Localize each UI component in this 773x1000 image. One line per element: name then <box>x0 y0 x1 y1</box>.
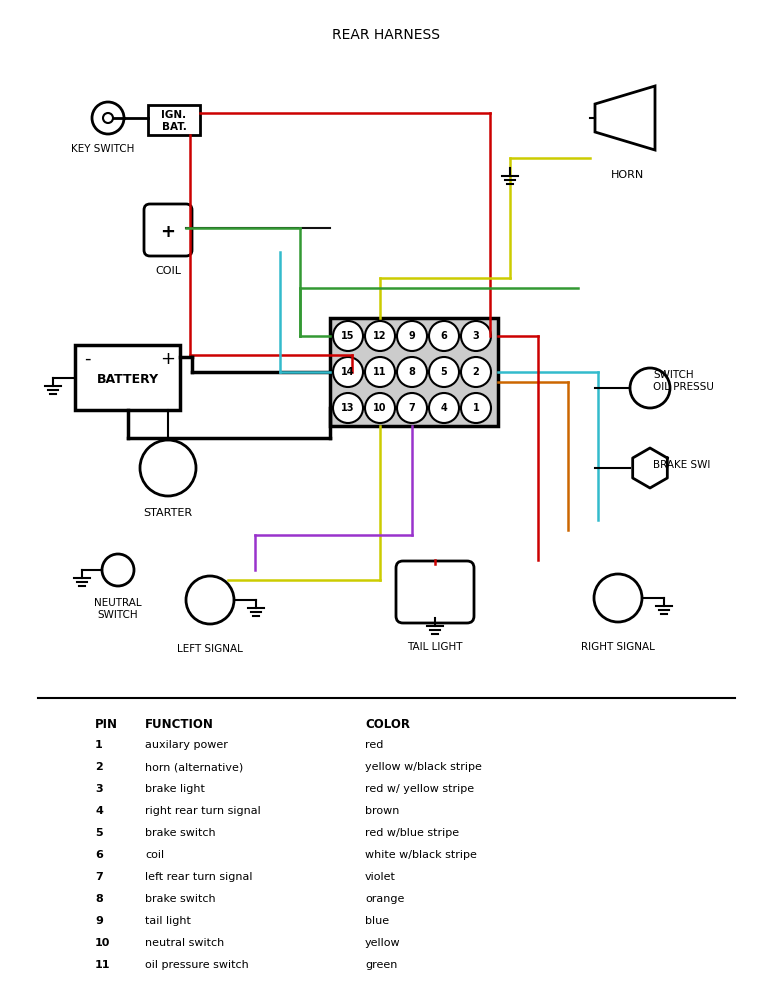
Text: 7: 7 <box>409 403 415 413</box>
Text: left rear turn signal: left rear turn signal <box>145 872 253 882</box>
Text: 3: 3 <box>95 784 103 794</box>
Text: 4: 4 <box>95 806 103 816</box>
Circle shape <box>397 357 427 387</box>
Text: horn (alternative): horn (alternative) <box>145 762 243 772</box>
Circle shape <box>429 357 459 387</box>
Text: coil: coil <box>145 850 164 860</box>
Text: 8: 8 <box>95 894 103 904</box>
Text: red: red <box>365 740 383 750</box>
Text: OIL PRESSU: OIL PRESSU <box>653 382 714 392</box>
Circle shape <box>333 357 363 387</box>
Text: PIN: PIN <box>95 718 118 731</box>
Circle shape <box>397 393 427 423</box>
Circle shape <box>333 321 363 351</box>
Text: brake switch: brake switch <box>145 828 216 838</box>
Text: red w/blue stripe: red w/blue stripe <box>365 828 459 838</box>
Text: STARTER: STARTER <box>144 508 192 518</box>
Text: yellow: yellow <box>365 938 400 948</box>
FancyBboxPatch shape <box>396 561 474 623</box>
Text: 1: 1 <box>472 403 479 413</box>
Text: BRAKE SWI: BRAKE SWI <box>653 460 710 470</box>
Text: green: green <box>365 960 397 970</box>
Text: +: + <box>161 350 175 368</box>
Text: LEFT SIGNAL: LEFT SIGNAL <box>177 644 243 654</box>
Text: 6: 6 <box>441 331 448 341</box>
Text: red w/ yellow stripe: red w/ yellow stripe <box>365 784 474 794</box>
Circle shape <box>365 321 395 351</box>
Text: 4: 4 <box>441 403 448 413</box>
Text: brake switch: brake switch <box>145 894 216 904</box>
Text: 14: 14 <box>341 367 355 377</box>
Text: RIGHT SIGNAL: RIGHT SIGNAL <box>581 642 655 652</box>
Circle shape <box>461 357 491 387</box>
Circle shape <box>397 321 427 351</box>
Text: tail light: tail light <box>145 916 191 926</box>
Text: BAT.: BAT. <box>162 122 186 132</box>
Text: orange: orange <box>365 894 404 904</box>
Text: IGN.: IGN. <box>162 110 186 120</box>
Circle shape <box>461 321 491 351</box>
FancyBboxPatch shape <box>330 318 498 426</box>
FancyBboxPatch shape <box>75 345 180 410</box>
Circle shape <box>365 393 395 423</box>
FancyBboxPatch shape <box>144 204 192 256</box>
Text: brake light: brake light <box>145 784 205 794</box>
Text: 6: 6 <box>95 850 103 860</box>
Text: 9: 9 <box>95 916 103 926</box>
Text: COIL: COIL <box>155 266 181 276</box>
Text: HORN: HORN <box>611 170 645 180</box>
Text: brown: brown <box>365 806 400 816</box>
Text: right rear turn signal: right rear turn signal <box>145 806 261 816</box>
Text: TAIL LIGHT: TAIL LIGHT <box>407 642 463 652</box>
Text: FUNCTION: FUNCTION <box>145 718 214 731</box>
Text: 15: 15 <box>341 331 355 341</box>
Text: 3: 3 <box>472 331 479 341</box>
FancyBboxPatch shape <box>148 105 200 135</box>
Text: COLOR: COLOR <box>365 718 410 731</box>
Text: auxilary power: auxilary power <box>145 740 228 750</box>
Text: 8: 8 <box>409 367 415 377</box>
Text: NEUTRAL: NEUTRAL <box>94 598 141 608</box>
Text: +: + <box>161 223 175 241</box>
Text: 1: 1 <box>95 740 103 750</box>
Circle shape <box>461 393 491 423</box>
Text: SWITCH: SWITCH <box>653 370 693 380</box>
Text: oil pressure switch: oil pressure switch <box>145 960 249 970</box>
Text: blue: blue <box>365 916 389 926</box>
Text: 2: 2 <box>95 762 103 772</box>
Text: 7: 7 <box>95 872 103 882</box>
Text: neutral switch: neutral switch <box>145 938 224 948</box>
Text: 11: 11 <box>95 960 111 970</box>
Text: -: - <box>83 350 90 368</box>
Text: 5: 5 <box>95 828 103 838</box>
Text: REAR HARNESS: REAR HARNESS <box>332 28 440 42</box>
Text: 12: 12 <box>373 331 386 341</box>
Text: BATTERY: BATTERY <box>97 373 158 386</box>
Circle shape <box>333 393 363 423</box>
Text: 11: 11 <box>373 367 386 377</box>
Text: 9: 9 <box>409 331 415 341</box>
Text: 10: 10 <box>373 403 386 413</box>
Text: 13: 13 <box>341 403 355 413</box>
Text: 2: 2 <box>472 367 479 377</box>
Text: yellow w/black stripe: yellow w/black stripe <box>365 762 482 772</box>
Text: 10: 10 <box>95 938 111 948</box>
Circle shape <box>429 393 459 423</box>
Circle shape <box>429 321 459 351</box>
Circle shape <box>365 357 395 387</box>
Text: SWITCH: SWITCH <box>97 610 138 620</box>
Text: violet: violet <box>365 872 396 882</box>
Text: 5: 5 <box>441 367 448 377</box>
Text: KEY SWITCH: KEY SWITCH <box>71 144 135 154</box>
Text: white w/black stripe: white w/black stripe <box>365 850 477 860</box>
